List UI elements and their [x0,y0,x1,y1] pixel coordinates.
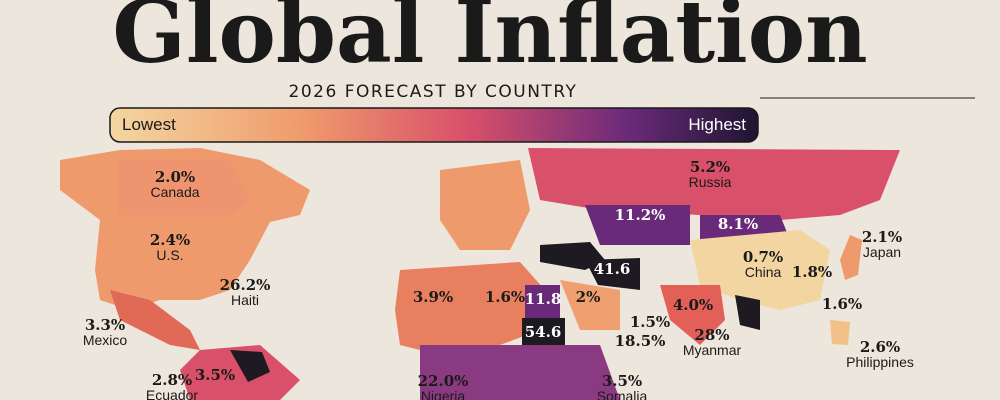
country-label: Myanmar [683,342,742,358]
value-label: 2% [576,288,601,306]
country-label: Mexico [83,332,128,348]
value-label: 11.2% [615,206,666,224]
land [528,148,900,220]
country-label: U.S. [156,247,183,263]
value-label: 5.2% [690,158,730,176]
value-label: 22.0% [418,372,469,390]
country-label: Haiti [231,292,259,308]
land [230,350,270,382]
land [395,262,545,360]
land [660,285,725,345]
value-label: 1.8% [792,263,832,281]
land [735,295,760,330]
value-label: 1.5% [630,313,670,331]
land [585,258,640,290]
value-label: 2.6% [860,338,900,356]
country-label: Ecuador [146,387,198,400]
legend-low: Lowest [122,115,176,134]
land [585,205,690,245]
value-label: 1.6% [822,295,862,313]
land [525,285,560,320]
legend-bar [109,107,759,143]
country-label: China [745,264,782,280]
value-label: 26.2% [220,276,271,294]
value-label: 2.0% [155,168,195,186]
land [118,160,250,215]
value-label: 4.0% [673,296,713,314]
land [690,230,830,310]
value-label: 3.5% [602,372,642,390]
value-label: 0.7% [743,248,783,266]
land [440,160,530,250]
value-label: 2.4% [150,231,190,249]
value-label: 3.3% [85,316,125,334]
value-label: 54.6 [525,323,562,341]
value-label: 2.8% [152,371,192,389]
map-labels: 2.0%Canada 2.4%U.S. 26.2%Haiti 3.3%Mexico 2.… [83,158,914,400]
country-label: Japan [863,244,901,260]
land [840,235,862,280]
value-label: 18.5% [615,332,666,350]
land [522,318,565,350]
value-label: 2.1% [862,228,902,246]
value-label: 11.8 [525,290,562,308]
value-label: 3.5% [195,366,235,384]
land [830,320,850,345]
value-label: 3.9% [413,288,453,306]
value-label: 8.1% [718,215,758,233]
country-label: Nigeria [421,388,466,400]
subtitle: 2026 FORECAST BY COUNTRY [289,82,578,102]
country-label: Somalia [597,388,648,400]
value-label: 28% [694,326,729,344]
value-label: 41.6 [594,260,631,278]
land [560,280,620,330]
title: Global Inflation [112,0,867,83]
country-label: Philippines [846,354,914,370]
land [420,345,620,400]
legend-high: Highest [688,115,746,134]
value-label: 1.6% [485,288,525,306]
country-label: Russia [689,174,732,190]
land [180,345,300,400]
land [110,290,200,350]
map [60,148,900,400]
country-label: Canada [150,184,199,200]
